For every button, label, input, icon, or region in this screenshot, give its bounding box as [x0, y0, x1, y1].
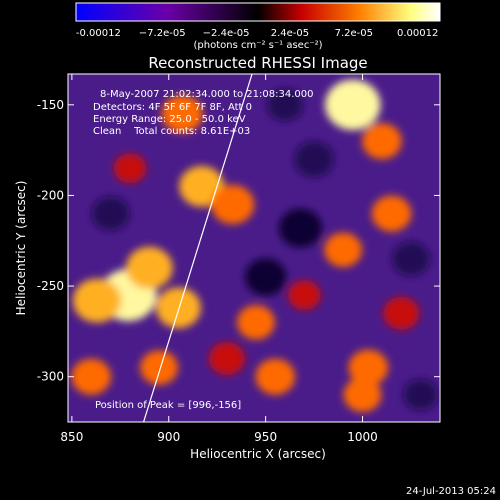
emission-hotspot: [140, 350, 178, 385]
emission-hotspot: [383, 296, 420, 330]
emission-hotspot: [126, 246, 173, 290]
emission-hotspot: [113, 153, 147, 184]
y-axis-label: Heliocentric Y (arcsec): [14, 181, 28, 316]
x-axis-label: Heliocentric X (arcsec): [190, 447, 326, 461]
emission-hotspot: [208, 342, 245, 375]
chart-title: Reconstructed RHESSI Image: [148, 54, 367, 72]
annotation-block: 8-May-2007 21:02:34.000 to 21:08:34.000 …: [93, 89, 313, 137]
colorbar-tick-label: 2.4e-05: [271, 28, 309, 39]
emission-hotspot: [211, 184, 255, 225]
heatmap-image: [68, 74, 440, 422]
colorbar-tick-label: −2.4e-05: [203, 28, 250, 39]
footer-date: 24-Jul-2013 05:24: [406, 486, 496, 497]
emission-deficit: [294, 141, 334, 178]
emission-hotspot: [161, 95, 203, 133]
y-tick-label: -200: [37, 188, 64, 202]
emission-hotspot: [324, 232, 363, 268]
y-tick-label: -300: [37, 370, 64, 384]
annotation-clean: Clean Total counts: 8.61E+03: [93, 126, 250, 137]
emission-hotspot: [237, 305, 275, 340]
emission-hotspot: [179, 165, 225, 207]
plot-frame: [67, 73, 441, 423]
emission-hotspot: [348, 349, 389, 386]
emission-deficit: [278, 208, 323, 248]
emission-hotspot: [371, 195, 412, 232]
emission-hotspot: [155, 287, 201, 329]
peak-label: Position of Peak = [996,-156]: [95, 400, 241, 411]
y-tick-label: -250: [37, 279, 64, 293]
solar-limb-line: [142, 74, 253, 422]
annotation-detectors: Detectors: 4F 5F 6F 7F 8F, Att 0: [93, 102, 252, 113]
colorbar-tick-label: -0.00012: [76, 28, 121, 39]
x-tick-label: 950: [254, 430, 277, 444]
emission-hotspot: [72, 278, 122, 323]
colorbar-gradient: [75, 2, 441, 22]
colorbar-ticks: -0.00012 −7.2e-05 −2.4e-05 2.4e-05 7.2e-05 0.…: [76, 28, 438, 39]
annotation-energy: Energy Range: 25.0 - 50.0 keV: [93, 114, 246, 125]
emission-deficit: [91, 196, 130, 231]
emission-hotspot: [255, 358, 296, 395]
colorbar-tick-label: 0.00012: [397, 28, 438, 39]
x-axis-ticks: 850 900 950 1000: [60, 74, 378, 444]
y-axis-ticks: -150 -200 -250 -300: [37, 98, 440, 384]
x-tick-label: 1000: [347, 430, 378, 444]
emission-hotspot: [288, 280, 321, 310]
emission-deficit: [244, 258, 287, 296]
emission-deficit: [266, 88, 304, 122]
x-tick-label: 900: [157, 430, 180, 444]
emission-hotspot: [343, 377, 382, 413]
emission-deficit: [403, 379, 438, 411]
colorbar-tick-label: 7.2e-05: [335, 28, 373, 39]
emission-deficit: [392, 241, 430, 277]
emission-hotspot: [71, 358, 112, 395]
annotation-time: 8-May-2007 21:02:34.000 to 21:08:34.000: [100, 89, 313, 100]
x-tick-label: 850: [60, 430, 83, 444]
y-tick-label: -150: [37, 98, 64, 112]
colorbar-tick-label: −7.2e-05: [139, 28, 186, 39]
emission-hotspot: [362, 123, 402, 160]
colorbar: -0.00012 −7.2e-05 −2.4e-05 2.4e-05 7.2e-05 0.…: [75, 2, 441, 51]
colorbar-units: (photons cm⁻² s⁻¹ asec⁻²): [193, 40, 322, 51]
emission-hotspot: [325, 79, 381, 131]
